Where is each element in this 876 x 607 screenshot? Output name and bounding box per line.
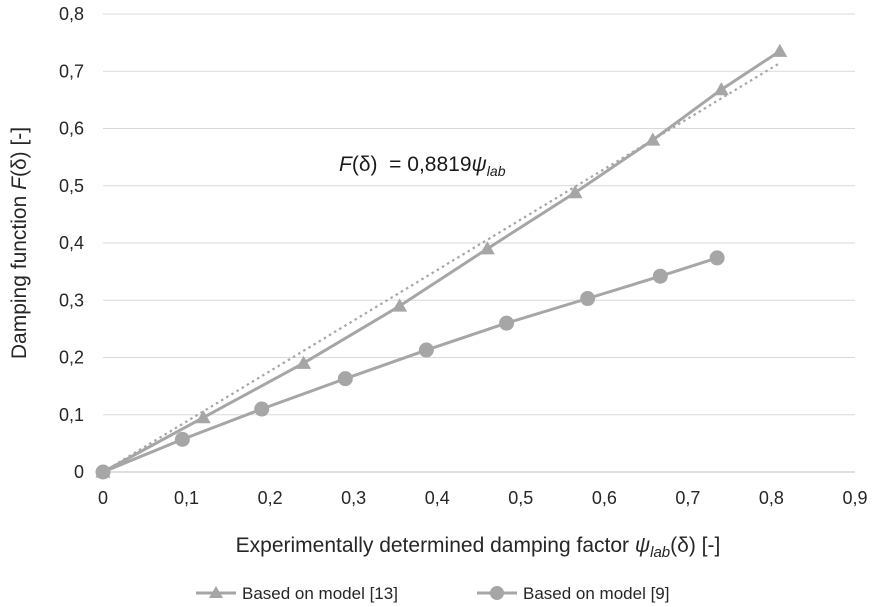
annotation-arg: (δ) [352,153,378,176]
legend-marker-triangle [209,586,223,598]
y-tick-label-8: 0,8 [59,4,84,24]
legend-label-model-9: Based on model [9] [523,584,669,603]
series-0-point-8 [772,43,788,57]
x-axis-title: Experimentally determined damping factor… [236,534,721,561]
y-tick-labels: 0 0,1 0,2 0,3 0,4 0,5 0,6 0,7 0,8 [59,4,84,482]
series-0-point-7 [713,82,729,96]
series-1-point-4 [418,342,434,358]
y-tick-label-7: 0,7 [59,61,84,81]
annotation-F: F [339,153,353,176]
y-tick-label-0: 0 [74,462,84,482]
x-tick-label-0: 0 [98,488,108,508]
x-axis-title-psi: ψ [635,534,650,557]
series-1-point-7 [652,268,668,284]
x-axis-title-sub: lab [650,544,670,561]
y-axis-title-arg: (δ) [8,151,31,177]
series-1-point-2 [254,401,270,417]
x-tick-label-3: 0,3 [341,488,366,508]
legend: Based on model [13] Based on model [9] [196,584,669,603]
annotation-equals: = 0,8819 [378,153,472,176]
series-1-point-3 [337,371,353,387]
y-tick-label-4: 0,4 [59,233,84,253]
gridlines [103,13,855,416]
y-tick-label-6: 0,6 [59,119,84,139]
legend-label-model-13: Based on model [13] [242,584,398,603]
series-0-line [102,49,781,474]
series-0-point-4 [479,241,495,255]
series-1-point-8 [709,250,725,266]
x-tick-label-1: 0,1 [174,488,199,508]
legend-item-model-13: Based on model [13] [196,584,398,603]
trendline [102,62,781,473]
y-tick-label-1: 0,1 [59,405,84,425]
series-1-point-5 [499,315,515,331]
trendline-group [102,62,781,473]
series-group [95,43,788,480]
series-0-point-5 [567,185,583,199]
series-1-line [102,256,718,474]
series-0-point-6 [645,132,661,146]
legend-marker-circle [490,586,504,600]
y-tick-label-3: 0,3 [59,290,84,310]
trendline-equation: F(δ) = 0,8819ψlab [339,153,506,179]
y-tick-label-2: 0,2 [59,348,84,368]
x-tick-labels: 0 0,1 0,2 0,3 0,4 0,5 0,6 0,7 0,8 0,9 [98,488,868,508]
series-0-point-1 [195,410,211,424]
annotation-psi: ψ [472,153,487,176]
x-tick-label-9: 0,9 [842,488,867,508]
series-0-point-3 [392,298,408,312]
x-tick-label-6: 0,6 [592,488,617,508]
y-axis-title: Damping function F(δ) [-] [8,127,31,359]
x-tick-label-5: 0,5 [508,488,533,508]
x-axis-title-unit: [-] [696,534,721,557]
x-tick-label-8: 0,8 [759,488,784,508]
x-axis-title-prefix: Experimentally determined damping factor [236,534,635,557]
series-1-point-0 [95,464,111,480]
legend-item-model-9: Based on model [9] [477,584,669,603]
series-1-point-1 [174,431,190,447]
x-axis-title-arg: (δ) [670,534,696,557]
annotation-sub: lab [487,163,506,179]
y-axis-title-unit: [-] [8,127,31,152]
y-axis-title-prefix: Damping function [8,190,31,359]
x-tick-label-2: 0,2 [258,488,283,508]
x-tick-label-7: 0,7 [675,488,700,508]
series-1-point-6 [580,291,596,307]
y-tick-label-5: 0,5 [59,176,84,196]
series-0-point-2 [296,355,312,369]
x-tick-label-4: 0,4 [425,488,450,508]
y-axis-title-F: F [8,176,31,190]
